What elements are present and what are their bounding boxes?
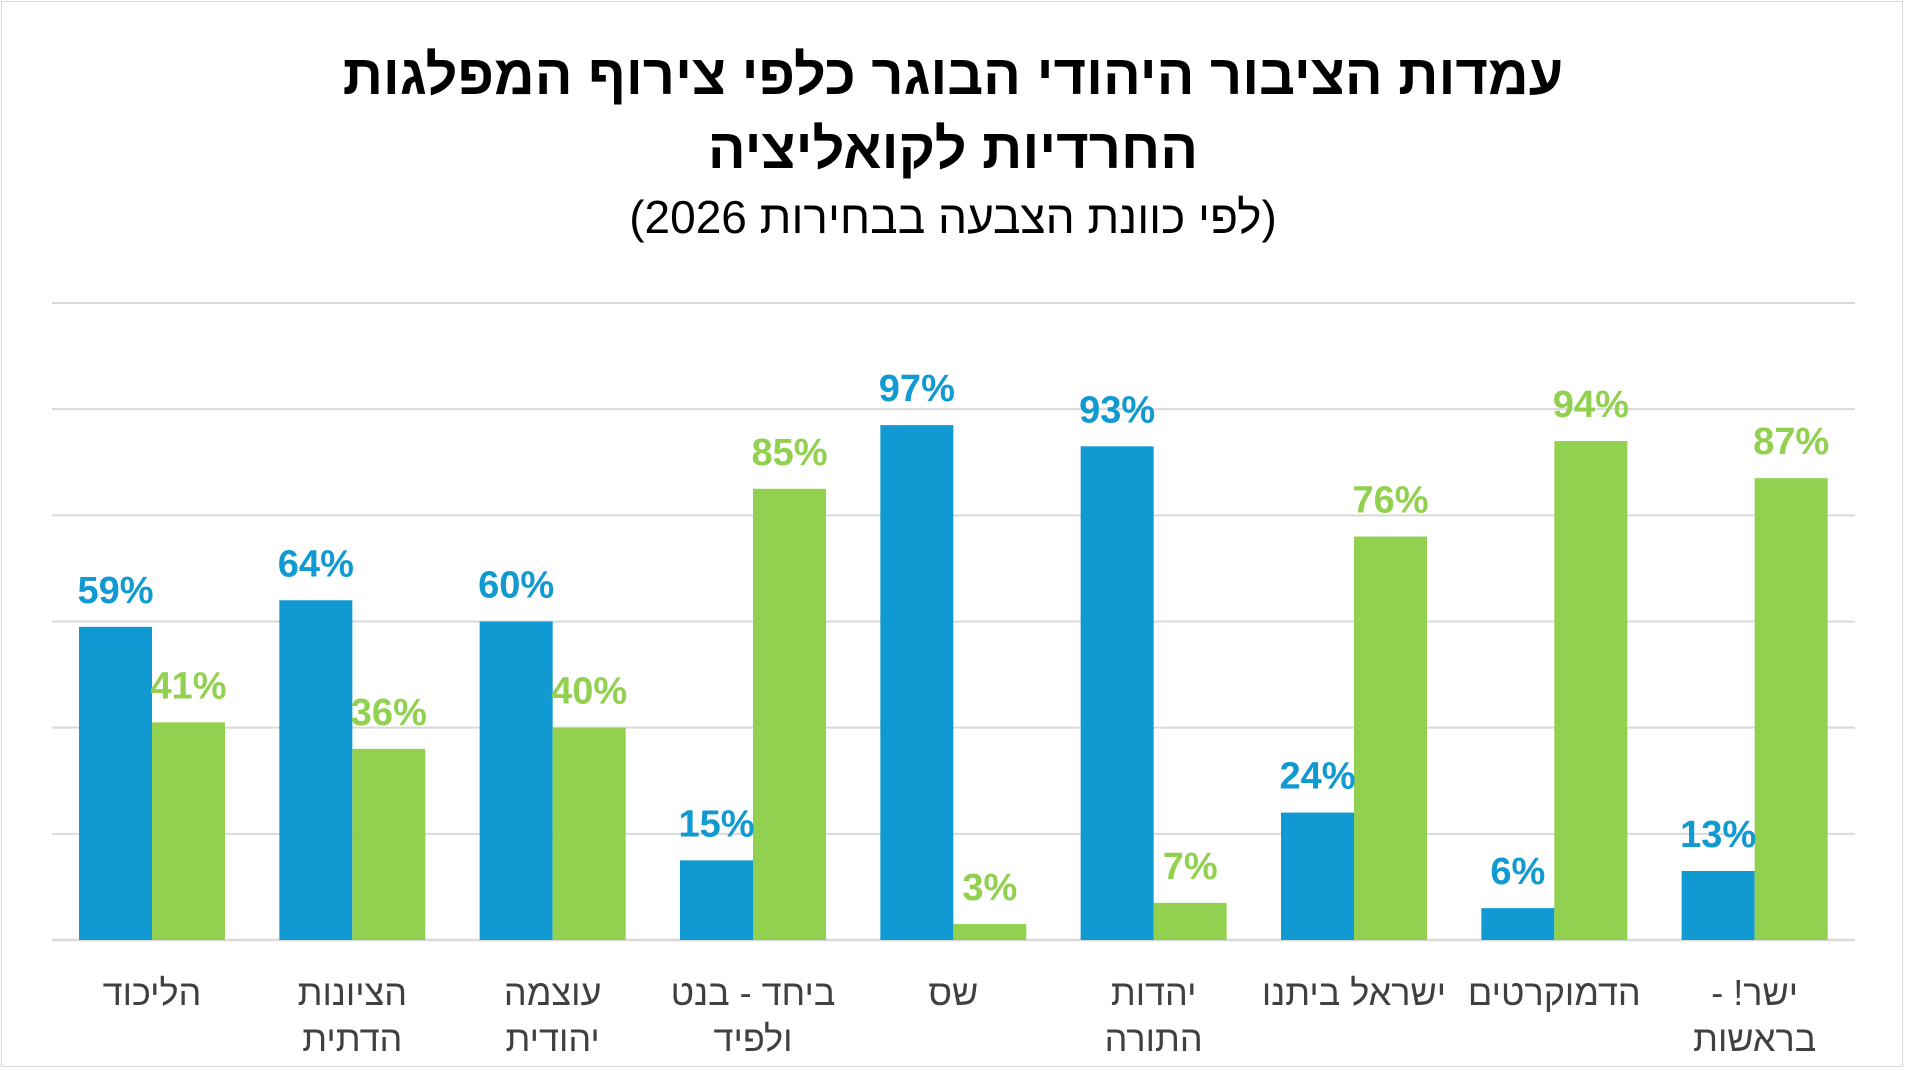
bar-green — [753, 488, 826, 940]
bar-blue — [680, 860, 753, 940]
bar-blue — [1681, 870, 1755, 940]
category-label: ישראל ביתנו — [1262, 972, 1446, 1013]
data-label: 24% — [1279, 756, 1355, 798]
category-label: עוצמה — [504, 972, 601, 1013]
bar-green — [552, 727, 626, 940]
chart-title-line2: החרדיות לקואליציה — [707, 117, 1199, 180]
category-label: הליכוד — [103, 972, 202, 1013]
category-label: יהדות — [1111, 972, 1197, 1013]
chart-title-line1: עמדות הציבור היהודי הבוגר כלפי צירוף המפ… — [342, 43, 1564, 106]
category-label: שס — [928, 972, 978, 1013]
bar-blue — [1080, 446, 1154, 940]
bar-green — [1153, 902, 1227, 940]
category-label: הציונות — [298, 972, 407, 1013]
bar-blue — [1281, 812, 1354, 940]
data-label: 64% — [278, 543, 354, 585]
bar-blue — [1481, 908, 1555, 940]
chart-subtitle: (לפי כוונת הצבעה בבחירות 2026) — [629, 191, 1277, 243]
data-label: 60% — [478, 565, 554, 607]
bar-green — [1754, 478, 1828, 940]
data-label: 76% — [1352, 480, 1428, 522]
data-label: 87% — [1753, 421, 1829, 463]
data-label: 15% — [678, 803, 754, 845]
data-label: 40% — [551, 671, 627, 713]
category-labels: הליכוד הציונות הדתית עוצמה יהודית ביחד - בנט ו… — [103, 972, 1817, 1059]
data-label: 94% — [1553, 384, 1629, 426]
data-label: 59% — [77, 570, 153, 612]
category-label: התורה — [1105, 1018, 1203, 1059]
bar-green — [352, 748, 426, 940]
category-label: ולפיד — [714, 1018, 793, 1059]
category-label: בראשות — [1693, 1018, 1816, 1059]
bars — [79, 425, 1828, 940]
category-label: הדמוקרטים — [1468, 972, 1641, 1013]
data-label: 85% — [751, 432, 827, 474]
category-label: ישר! - — [1711, 972, 1798, 1013]
bar-blue — [79, 626, 152, 940]
category-label: הדתית — [302, 1018, 402, 1059]
data-label: 13% — [1680, 814, 1756, 856]
bar-green — [953, 924, 1027, 940]
bar-green — [152, 722, 225, 940]
bar-blue — [479, 621, 553, 940]
bar-green — [1354, 536, 1427, 940]
data-label: 3% — [962, 867, 1017, 909]
bar-green — [1554, 441, 1628, 940]
category-label: ביחד - בנט — [671, 972, 836, 1013]
data-label: 6% — [1490, 851, 1545, 893]
category-label: יהודית — [506, 1018, 600, 1059]
data-label: 7% — [1163, 846, 1218, 888]
data-label: 41% — [150, 665, 226, 707]
data-label: 93% — [1079, 389, 1155, 431]
bar-blue — [880, 425, 954, 940]
data-label: 36% — [351, 692, 427, 734]
bar-blue — [279, 600, 353, 940]
value-labels: 59% 41% 64% 36% 60% 40% 15% 85% 97% 3% 93% 7% 24% 76%… — [77, 368, 1829, 909]
data-label: 97% — [879, 368, 955, 410]
